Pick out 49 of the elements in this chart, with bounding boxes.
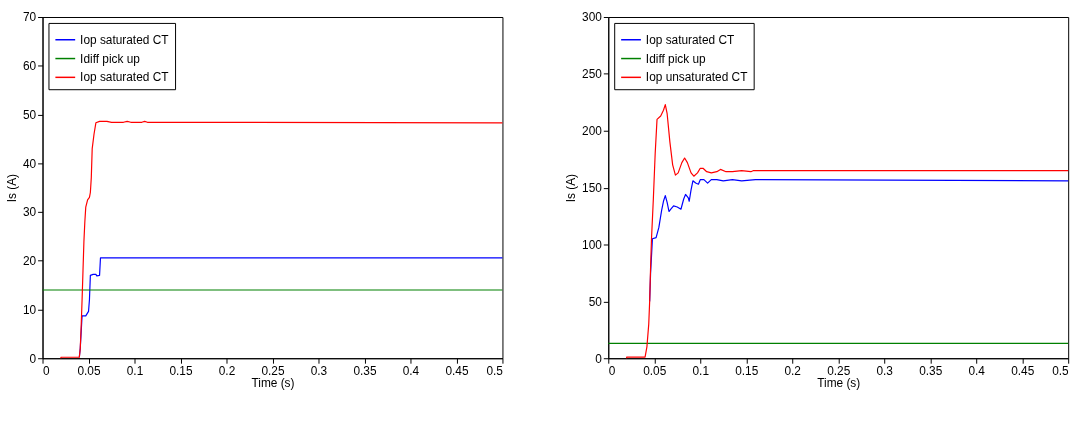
legend-label: Idiff pick up <box>645 51 707 66</box>
y-tick-label: 250 <box>582 67 603 82</box>
y-tick-label: 70 <box>22 10 37 25</box>
line-series <box>60 120 504 359</box>
x-tick-label: 0 <box>43 363 51 378</box>
y-tick-label: 40 <box>22 156 37 171</box>
y-tick-label: 20 <box>22 254 37 269</box>
y-tick-label: 30 <box>22 205 37 220</box>
x-tick-label: 0.15 <box>169 363 193 378</box>
legend-label: Iop saturated CT <box>80 32 169 47</box>
x-axis-title: Time (s) <box>251 376 295 391</box>
y-tick-label: 50 <box>588 294 603 309</box>
y-tick-label: 150 <box>582 181 603 196</box>
y-tick-label: 0 <box>29 351 37 366</box>
x-tick-label: 0 <box>608 363 616 378</box>
legend-label: Idiff pick up <box>80 51 141 66</box>
x-tick-label: 0.3 <box>876 363 894 378</box>
x-tick-label: 0.35 <box>919 363 943 378</box>
x-axis-title: Time (s) <box>817 376 861 391</box>
x-tick-label: 0.1 <box>692 363 710 378</box>
x-tick-label: 0.25 <box>827 363 851 378</box>
x-tick-label: 0.05 <box>643 363 667 378</box>
x-tick-label: 0.1 <box>126 363 144 378</box>
x-tick-label: 0.5 <box>1052 363 1070 378</box>
line-series <box>626 103 1069 359</box>
x-tick-label: 0.2 <box>218 363 236 378</box>
x-tick-label: 0.45 <box>445 363 469 378</box>
y-tick-label: 200 <box>582 124 603 139</box>
y-tick-label: 100 <box>582 237 603 252</box>
x-tick-label: 0.3 <box>310 363 328 378</box>
x-tick-label: 0.4 <box>968 363 986 378</box>
x-tick-label: 0.2 <box>784 363 801 378</box>
x-tick-label: 0.05 <box>77 363 101 378</box>
legend-label: Iop saturated CT <box>645 32 735 47</box>
y-tick-label: 60 <box>22 59 37 74</box>
y-axis-title: Is (A) <box>564 173 579 203</box>
x-tick-label: 0.4 <box>402 363 420 378</box>
x-tick-label: 0.5 <box>486 363 504 378</box>
y-axis-title: Is (A) <box>4 173 19 203</box>
legend-label: Iop saturated CT <box>80 70 169 85</box>
legend-label: Iop unsaturated CT <box>645 70 748 85</box>
y-tick-label: 50 <box>22 107 37 122</box>
x-tick-label: 0.25 <box>261 363 285 378</box>
x-tick-label: 0.35 <box>353 363 377 378</box>
x-tick-label: 0.45 <box>1011 363 1035 378</box>
y-tick-label: 300 <box>582 10 603 25</box>
x-tick-label: 0.15 <box>735 363 759 378</box>
y-tick-label: 0 <box>595 351 603 366</box>
y-tick-label: 10 <box>22 302 37 317</box>
